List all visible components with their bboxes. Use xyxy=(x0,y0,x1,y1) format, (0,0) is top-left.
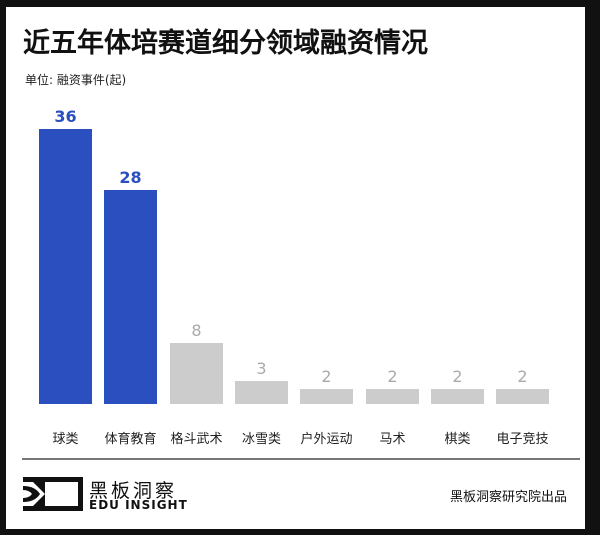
source-credit: 黑板洞察研究院出品 xyxy=(449,490,567,505)
bar-value-label: 2 xyxy=(517,367,528,386)
bar-value-label: 8 xyxy=(191,321,202,340)
category-label: 马术 xyxy=(379,432,406,447)
bar xyxy=(431,389,484,404)
category-label: 格斗武术 xyxy=(170,432,223,447)
logo-text-en: EDU INSIGHT xyxy=(89,498,188,512)
bar-value-label: 2 xyxy=(321,367,332,386)
bar xyxy=(496,389,549,404)
category-label: 户外运动 xyxy=(300,432,353,447)
chart-title: 近五年体培赛道细分领域融资情况 xyxy=(23,28,428,59)
bar xyxy=(104,190,157,404)
bar xyxy=(235,381,288,404)
bar xyxy=(366,389,419,404)
bar xyxy=(300,389,353,404)
category-label: 冰雪类 xyxy=(241,432,281,447)
category-label: 棋类 xyxy=(444,432,471,447)
footer-divider xyxy=(22,458,580,460)
bar xyxy=(170,343,223,404)
category-label: 球类 xyxy=(52,432,79,447)
bar-value-label: 3 xyxy=(256,359,267,378)
bar-value-label: 2 xyxy=(452,367,463,386)
chart-subtitle: 单位: 融资事件(起) xyxy=(25,73,127,87)
edu-insight-logo-icon xyxy=(23,477,83,511)
category-label: 体育教育 xyxy=(104,432,157,447)
chart-card: 近五年体培赛道细分领域融资情况 单位: 融资事件(起) 36 球类 28 体育教育 8 格… xyxy=(6,7,585,529)
bar xyxy=(39,129,92,404)
bar-value-label: 36 xyxy=(54,107,77,126)
bar-value-label: 28 xyxy=(119,168,142,187)
bar-plot-area: 36 球类 28 体育教育 8 格斗武术 3 冰雪类 2 户外运动 2 马术 2 棋类 2 电子竞技 xyxy=(6,7,585,467)
logo-text-cn: 黑板洞察 xyxy=(89,480,178,502)
bar-value-label: 2 xyxy=(387,367,398,386)
category-label: 电子竞技 xyxy=(496,432,549,447)
